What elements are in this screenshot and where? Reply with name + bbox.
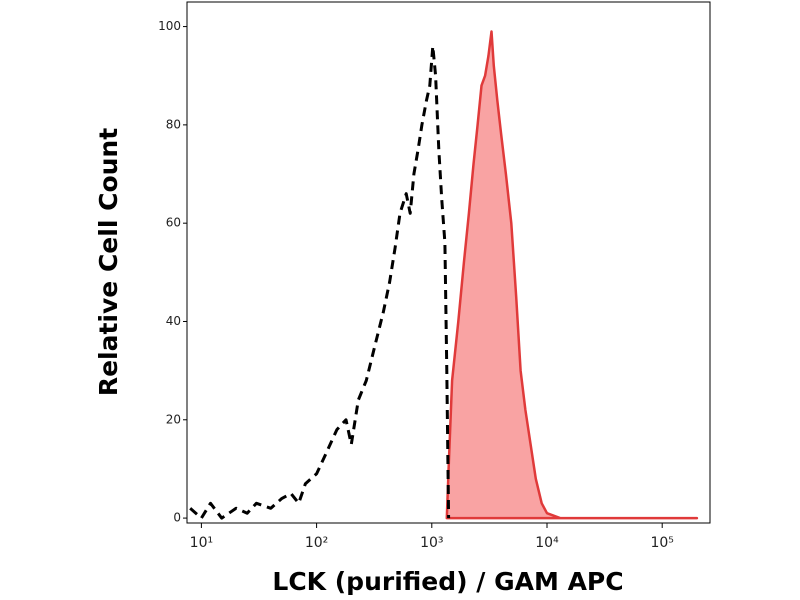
y-tick-label: 0 [173,511,181,525]
x-axis-title: LCK (purified) / GAM APC [272,567,623,596]
y-axis-title: Relative Cell Count [94,128,123,396]
y-tick-label: 40 [166,314,181,328]
line [189,44,451,520]
y-tick-label: 100 [158,19,181,33]
y-tick-label: 60 [166,216,181,230]
x-tick-label: 10⁵ [650,535,673,551]
x-tick-label: 10⁴ [535,535,559,551]
y-tick-label: 80 [166,117,181,131]
x-tick-label: 10³ [420,535,443,551]
plot-frame [186,1,711,524]
x-tick-label: 10¹ [190,535,213,551]
area-line [445,30,699,520]
y-tick-label: 20 [166,412,181,426]
x-tick-label: 10² [305,535,328,551]
